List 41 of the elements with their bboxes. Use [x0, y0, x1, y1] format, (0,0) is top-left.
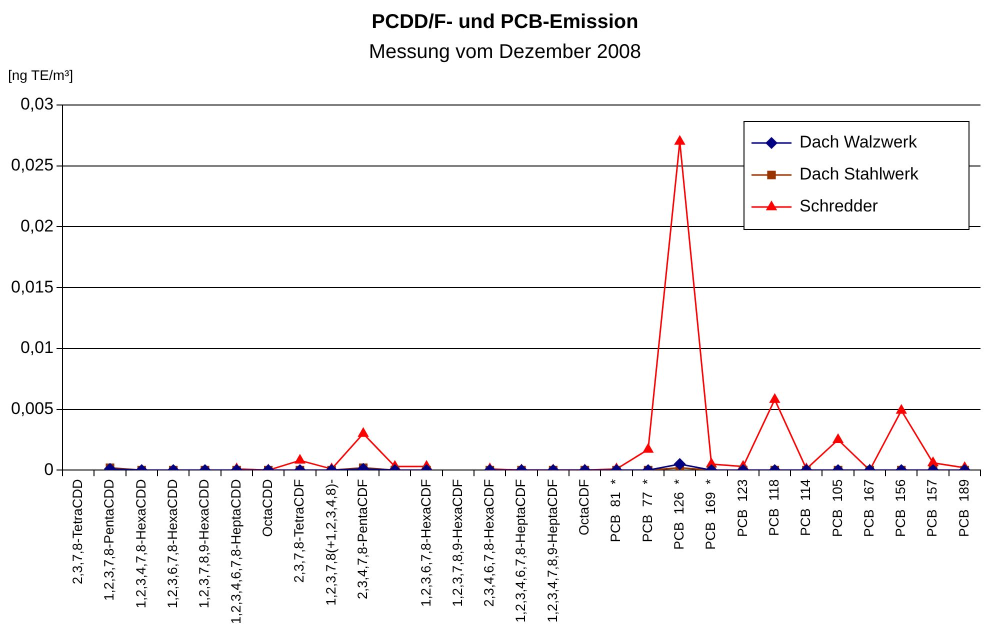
- x-tick-label: 2,3,7,8-TetraCDD: [70, 478, 86, 584]
- x-tick-label: PCB 156: [893, 479, 908, 537]
- x-tick-label: PCB 189: [956, 479, 972, 537]
- x-tick-label: PCB 118: [766, 479, 782, 536]
- x-tick-label: PCB 157: [924, 479, 940, 537]
- legend-label: Dach Walzwerk: [800, 132, 918, 152]
- x-tick-label: PCB 123: [734, 479, 750, 537]
- x-tick-label: 1,2,3,6,7,8-HexaCDF: [418, 479, 434, 607]
- x-tick-label: 1,2,3,4,6,7,8-HeptaCDF: [513, 479, 528, 622]
- y-tick-label: 0,015: [10, 277, 54, 296]
- y-tick-label: 0,005: [10, 398, 54, 418]
- x-tick-label: 2,3,4,6,7,8-HexaCDF: [482, 479, 497, 607]
- x-tick-label: OctaCDD: [260, 478, 276, 537]
- x-tick-label: PCB 105: [830, 479, 845, 537]
- y-tick-label: 0,01: [20, 338, 54, 358]
- x-tick-label: PCB 167: [861, 479, 876, 537]
- y-tick-label: 0: [44, 460, 54, 479]
- legend-label: Dach Stahlwerk: [800, 164, 920, 184]
- y-tick-label: 0,03: [20, 94, 54, 114]
- x-tick-label: 1,2,3,4,7,8-HexaCDD: [133, 478, 148, 608]
- x-tick-label: 1,2,3,7,8,9-HexaCDD: [196, 478, 212, 608]
- chart-title: PCDD/F- und PCB-Emission: [372, 11, 638, 33]
- x-tick-label: PCB 77 *: [640, 478, 655, 542]
- legend-label: Schredder: [800, 196, 878, 216]
- y-tick-label: 0,025: [10, 156, 54, 175]
- x-tick-label: PCB 81 *: [608, 478, 624, 542]
- x-tick-label: 2,3,7,8-TetraCDF: [292, 479, 307, 583]
- y-tick-label: 0,02: [20, 216, 54, 236]
- x-tick-label: OctaCDF: [576, 479, 592, 536]
- x-tick-label: 1,2,3,7,8,9-HexaCDF: [450, 479, 465, 607]
- x-tick-label: 1,2,3,7,8-PentaCDD: [102, 478, 117, 601]
- x-tick-label: 1,2,3,6,7,8-HexaCDD: [165, 478, 180, 608]
- x-tick-label: 1,2,3,7,8(+1,2,3,4,8)-: [323, 479, 338, 606]
- x-tick-label: 1,2,3,4,7,8,9-HeptaCDF: [544, 479, 560, 622]
- x-tick-label: PCB 114: [798, 478, 814, 536]
- x-tick-label: PCB 169 *: [703, 478, 718, 550]
- chart-subtitle: Messung vom Dezember 2008: [368, 41, 642, 63]
- x-tick-label: 2,3,4,7,8-PentaCDF: [354, 479, 370, 600]
- x-tick-label: 1,2,3,4,6,7,8-HeptaCDD: [228, 478, 244, 624]
- y-axis-title: [ng TE/m³]: [8, 67, 74, 83]
- x-tick-label: PCB 126 *: [672, 478, 687, 550]
